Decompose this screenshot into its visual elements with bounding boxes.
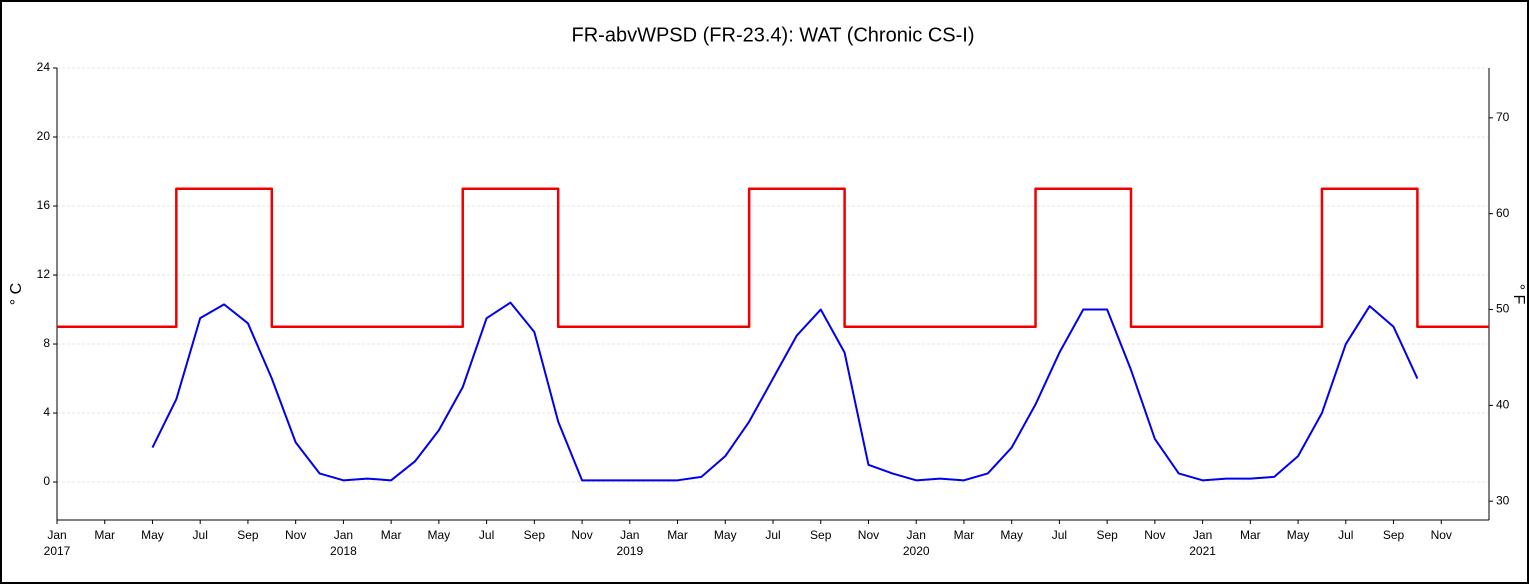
y-tick-label: 8 [43,336,50,350]
x-year-label: 2021 [1189,544,1216,558]
y-tick-label: 12 [37,267,51,281]
data-line [151,301,1419,482]
x-year-label: 2018 [330,544,357,558]
y-axis-label: ° C [8,283,25,305]
x-tick-label: Jul [1052,528,1067,542]
x-tick-label: Sep [1383,528,1405,542]
x-year-label: 2020 [903,544,930,558]
x-tick-label: Nov [285,528,306,542]
x-tick-label: May [141,528,164,542]
x-tick-label: Jan [620,528,639,542]
x-tick-label: Jul [1338,528,1353,542]
x-year-label: 2019 [616,544,643,558]
x-tick-label: Mar [1240,528,1261,542]
x-tick-label: Mar [954,528,975,542]
x-year-label: 2017 [44,544,71,558]
x-tick-label: Jan [334,528,353,542]
x-tick-label: Sep [237,528,259,542]
x-tick-label: Nov [571,528,592,542]
y-tick-label: 0 [43,474,50,488]
x-tick-label: Nov [1144,528,1165,542]
x-tick-label: May [1287,528,1310,542]
y2-tick-label: 50 [1496,302,1510,316]
chart-title: FR-abvWPSD (FR-23.4): WAT (Chronic CS-I) [572,24,975,46]
y-tick-label: 16 [37,198,51,212]
x-tick-label: Jul [765,528,780,542]
x-tick-label: Mar [94,528,115,542]
y-tick-label: 24 [37,60,51,74]
data-line [57,187,1489,329]
x-tick-label: Sep [524,528,546,542]
x-tick-label: May [1000,528,1023,542]
y2-tick-label: 40 [1496,398,1510,412]
y-tick-label: 20 [37,129,51,143]
x-tick-label: Nov [1431,528,1452,542]
x-tick-label: Jul [479,528,494,542]
x-tick-label: Mar [667,528,688,542]
x-tick-label: May [714,528,737,542]
x-tick-label: Nov [858,528,879,542]
x-tick-label: Sep [1096,528,1118,542]
x-tick-label: Sep [810,528,832,542]
x-tick-label: Jul [193,528,208,542]
y2-tick-label: 30 [1496,493,1510,507]
x-tick-label: Jan [1193,528,1212,542]
y2-axis-label: ° F [1510,284,1527,305]
x-tick-label: Mar [381,528,402,542]
x-tick-label: May [428,528,451,542]
x-tick-label: Jan [907,528,926,542]
y2-tick-label: 70 [1496,110,1510,124]
y-tick-label: 4 [43,405,50,419]
y2-tick-label: 60 [1496,206,1510,220]
x-tick-label: Jan [47,528,66,542]
